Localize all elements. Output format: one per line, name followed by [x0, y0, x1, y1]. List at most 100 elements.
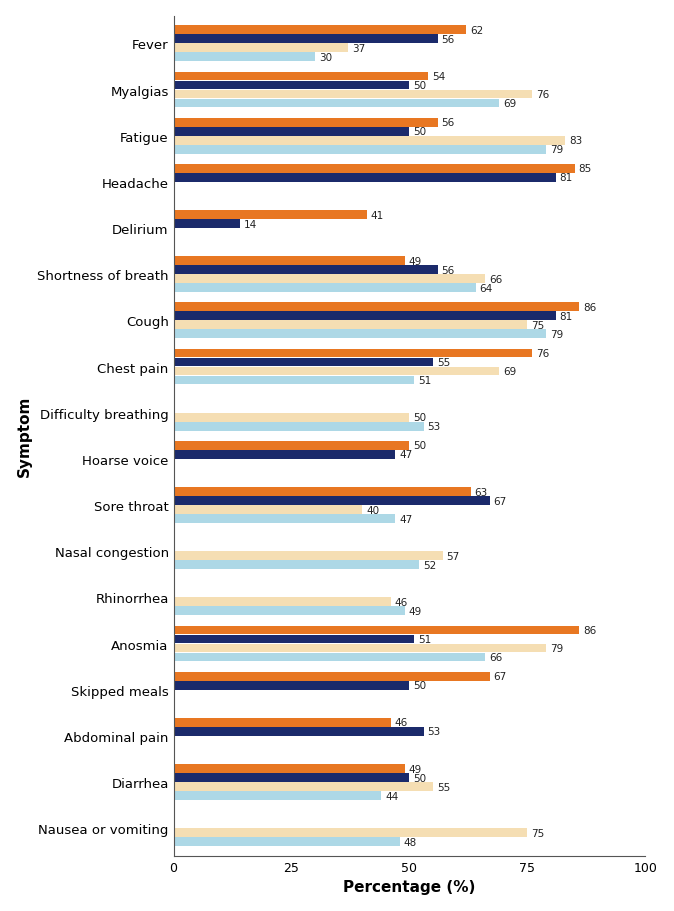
Bar	[174, 73, 429, 81]
Text: 47: 47	[399, 514, 412, 524]
Text: 14: 14	[243, 220, 257, 230]
Text: 47: 47	[399, 450, 412, 460]
Bar	[174, 672, 490, 681]
Bar	[174, 496, 490, 506]
Text: 83: 83	[569, 136, 582, 146]
Bar	[174, 36, 438, 45]
Bar	[174, 284, 476, 292]
Text: 37: 37	[352, 44, 365, 54]
Text: 76: 76	[536, 349, 549, 359]
Bar	[174, 560, 419, 569]
Text: 56: 56	[441, 265, 455, 275]
Bar	[174, 635, 415, 644]
Text: 75: 75	[531, 321, 545, 331]
Text: 51: 51	[418, 634, 431, 644]
Bar	[174, 312, 556, 321]
Bar	[174, 26, 466, 36]
Text: 76: 76	[536, 90, 549, 100]
Text: 79: 79	[550, 145, 563, 155]
Text: 56: 56	[441, 118, 455, 128]
Text: 79: 79	[550, 330, 563, 340]
Text: 40: 40	[366, 505, 379, 515]
Text: 67: 67	[493, 671, 507, 681]
Bar	[174, 266, 438, 275]
Bar	[174, 322, 528, 330]
Text: 55: 55	[437, 358, 450, 368]
Bar	[174, 552, 443, 560]
Text: 75: 75	[531, 828, 545, 838]
Bar	[174, 358, 433, 367]
Bar	[174, 644, 547, 652]
Text: 50: 50	[413, 81, 427, 91]
Text: 49: 49	[408, 606, 422, 616]
Bar	[174, 681, 410, 690]
Text: 50: 50	[413, 413, 427, 423]
Bar	[174, 783, 433, 791]
Text: 66: 66	[489, 652, 502, 662]
Text: 44: 44	[385, 791, 398, 801]
Text: 85: 85	[578, 164, 592, 174]
Bar	[174, 220, 240, 229]
Bar	[174, 146, 547, 155]
Text: 63: 63	[474, 487, 488, 497]
Text: 81: 81	[559, 173, 573, 183]
Bar	[174, 128, 410, 137]
Text: 53: 53	[427, 727, 441, 737]
X-axis label: Percentage (%): Percentage (%)	[343, 879, 476, 895]
Bar	[174, 828, 528, 837]
Text: 52: 52	[423, 560, 436, 570]
Text: 79: 79	[550, 643, 563, 653]
Text: 64: 64	[479, 283, 493, 293]
Bar	[174, 607, 405, 616]
Bar	[174, 257, 405, 266]
Bar	[174, 376, 415, 385]
Bar	[174, 330, 547, 339]
Bar	[174, 275, 485, 284]
Text: 50: 50	[413, 773, 427, 783]
Bar	[174, 45, 348, 53]
Text: 54: 54	[432, 72, 446, 82]
Bar	[174, 506, 363, 515]
Bar	[174, 727, 424, 736]
Bar	[174, 54, 315, 62]
Bar	[174, 165, 575, 174]
Text: 50: 50	[413, 681, 427, 691]
Bar	[174, 137, 565, 146]
Text: 67: 67	[493, 496, 507, 506]
Bar	[174, 515, 396, 523]
Bar	[174, 423, 424, 431]
Text: 53: 53	[427, 422, 441, 432]
Bar	[174, 598, 391, 607]
Text: 55: 55	[437, 782, 450, 792]
Bar	[174, 118, 438, 128]
Text: 49: 49	[408, 256, 422, 266]
Text: 66: 66	[489, 274, 502, 284]
Bar	[174, 367, 499, 376]
Text: 69: 69	[503, 99, 516, 109]
Bar	[174, 837, 400, 846]
Bar	[174, 349, 532, 358]
Bar	[174, 773, 410, 782]
Bar	[174, 303, 580, 312]
Text: 41: 41	[371, 210, 384, 220]
Text: 57: 57	[446, 551, 460, 561]
Text: 56: 56	[441, 35, 455, 45]
Text: 48: 48	[404, 837, 417, 847]
Text: 86: 86	[583, 302, 596, 312]
Bar	[174, 451, 396, 459]
Text: 69: 69	[503, 366, 516, 376]
Bar	[174, 82, 410, 90]
Text: 50: 50	[413, 127, 427, 137]
Bar	[174, 442, 410, 450]
Bar	[174, 414, 410, 422]
Text: 46: 46	[394, 598, 408, 608]
Text: 30: 30	[319, 53, 332, 63]
Text: 86: 86	[583, 625, 596, 635]
Bar	[174, 99, 499, 108]
Bar	[174, 718, 391, 727]
Bar	[174, 653, 485, 661]
Bar	[174, 487, 471, 496]
Bar	[174, 90, 532, 99]
Bar	[174, 764, 405, 773]
Bar	[174, 174, 556, 182]
